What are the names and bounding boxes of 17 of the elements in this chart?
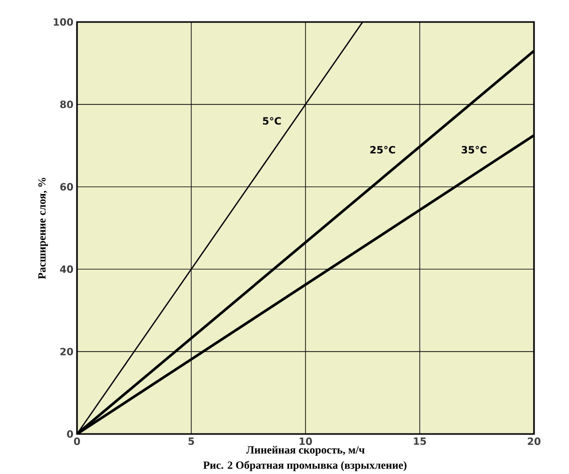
series-label: 25°C	[370, 146, 396, 154]
y-tick-label: 100	[54, 18, 74, 26]
x-tick-label: 10	[300, 438, 312, 446]
x-tick-label: 20	[528, 438, 540, 446]
x-tick-label: 5	[188, 438, 194, 445]
text: Рис. 2 Обратная промывка (взрыхление)	[203, 460, 406, 472]
y-axis-title: Расширение слоя, %	[38, 178, 48, 280]
y-tick-label: 80	[60, 100, 74, 108]
y-tick-label: 0	[67, 430, 73, 438]
x-tick-label: 0	[74, 438, 80, 446]
y-tick-label: 60	[60, 183, 74, 191]
series-label: 35°C	[462, 146, 486, 154]
y-tick-label: 20	[60, 348, 74, 356]
y-tick-label: 40	[60, 265, 74, 273]
series-label: 5°C	[263, 117, 281, 125]
x-tick-label: 15	[414, 438, 426, 445]
x-axis-title: Линейная скорость, м/ч	[246, 446, 365, 456]
